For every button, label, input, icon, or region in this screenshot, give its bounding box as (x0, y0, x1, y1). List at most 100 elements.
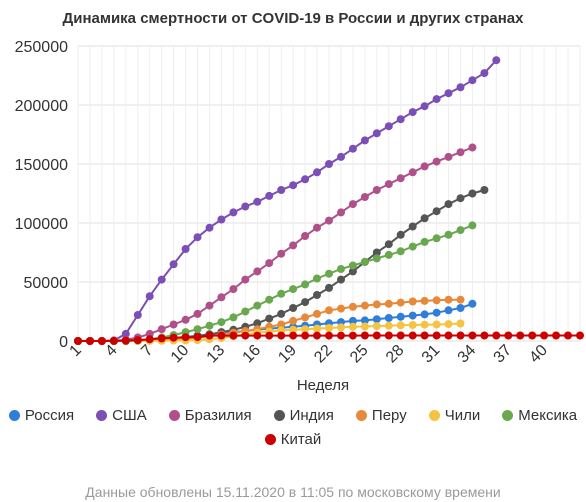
data-point (313, 324, 321, 333)
data-point (205, 321, 214, 330)
data-point (492, 56, 501, 65)
legend-item[interactable]: Китай (264, 431, 321, 448)
data-point (348, 144, 357, 153)
data-point (241, 275, 250, 284)
data-point (396, 331, 405, 340)
data-point (432, 95, 441, 104)
legend-item[interactable]: Перу (355, 407, 407, 424)
data-point (456, 194, 465, 203)
data-point (337, 323, 345, 332)
legend-marker (273, 410, 285, 421)
legend-item[interactable]: Индия (273, 407, 334, 424)
data-point (217, 331, 226, 340)
x-tick-label: 28 (383, 342, 408, 367)
legend-marker (264, 434, 276, 445)
legend-item[interactable]: Россия (8, 407, 75, 424)
data-point (301, 331, 310, 340)
legend-row: Россия США Бразилия Индия Перу Чили Мексика (0, 407, 586, 424)
data-point (396, 298, 405, 307)
data-point (277, 331, 286, 340)
data-point (169, 320, 178, 329)
data-point (289, 304, 298, 312)
data-point (468, 221, 477, 230)
data-point (348, 267, 357, 276)
chart-title: Динамика смертности от COVID-19 в России… (62, 10, 524, 27)
x-tick-label: 13 (204, 342, 229, 367)
data-point (420, 162, 429, 171)
legend-item[interactable]: Мексика (502, 407, 577, 424)
data-point (408, 331, 417, 340)
data-point (313, 291, 321, 299)
legend-item[interactable]: США (96, 407, 147, 424)
data-point (313, 309, 321, 318)
data-point (289, 241, 298, 250)
data-point (396, 230, 405, 239)
data-point (456, 295, 465, 304)
data-point (468, 189, 477, 198)
data-point (313, 168, 321, 177)
data-point (157, 334, 166, 343)
x-axis-title: Неделя (297, 377, 349, 394)
data-point (169, 333, 178, 342)
x-tick-label: 25 (347, 342, 372, 367)
x-tick-label: 4 (102, 342, 120, 360)
data-point (241, 307, 250, 316)
legend-item[interactable]: Бразилия (168, 407, 252, 424)
data-point (432, 320, 441, 329)
data-point (396, 115, 405, 124)
data-point (181, 333, 190, 342)
data-point (157, 275, 166, 284)
data-point (456, 226, 465, 235)
x-tick-label: 37 (491, 342, 516, 367)
data-point (444, 152, 453, 161)
data-point (348, 322, 357, 331)
data-point (420, 214, 429, 223)
series-line (78, 146, 473, 342)
data-point (277, 309, 286, 318)
data-point (516, 331, 525, 340)
data-point (241, 331, 250, 340)
data-point (360, 331, 369, 340)
data-point (444, 230, 453, 239)
data-point (384, 321, 393, 330)
legend-marker (502, 410, 514, 421)
data-point (109, 336, 118, 345)
x-tick-label: 34 (455, 342, 480, 367)
data-point (408, 108, 417, 117)
data-point (420, 320, 429, 329)
data-point (384, 180, 393, 189)
data-point (444, 331, 453, 340)
data-point (97, 337, 106, 345)
data-point (265, 259, 274, 268)
data-point (205, 223, 214, 232)
data-point (325, 283, 333, 292)
legend-marker (355, 410, 367, 421)
data-point (301, 313, 310, 322)
data-point (289, 285, 298, 294)
data-point (193, 333, 202, 342)
data-point (384, 314, 393, 322)
x-tick-label: 10 (168, 342, 193, 367)
data-point (432, 296, 441, 305)
data-point (325, 160, 333, 168)
data-point (289, 325, 298, 334)
data-point (432, 234, 441, 243)
data-point (396, 312, 405, 321)
data-point (444, 295, 453, 304)
data-point (372, 254, 381, 263)
data-point (253, 301, 262, 310)
data-point (552, 331, 561, 340)
legend-row: Китай (0, 431, 586, 448)
data-point (408, 222, 417, 231)
data-point (253, 197, 262, 206)
data-point (145, 335, 154, 344)
data-point (348, 261, 357, 270)
legend-item[interactable]: Чили (428, 407, 480, 424)
data-point (205, 301, 214, 310)
data-point (420, 310, 429, 319)
data-point (289, 316, 298, 325)
data-point (193, 309, 202, 318)
data-point (372, 331, 381, 340)
data-point (289, 331, 298, 340)
legend-label: Россия (24, 407, 75, 424)
